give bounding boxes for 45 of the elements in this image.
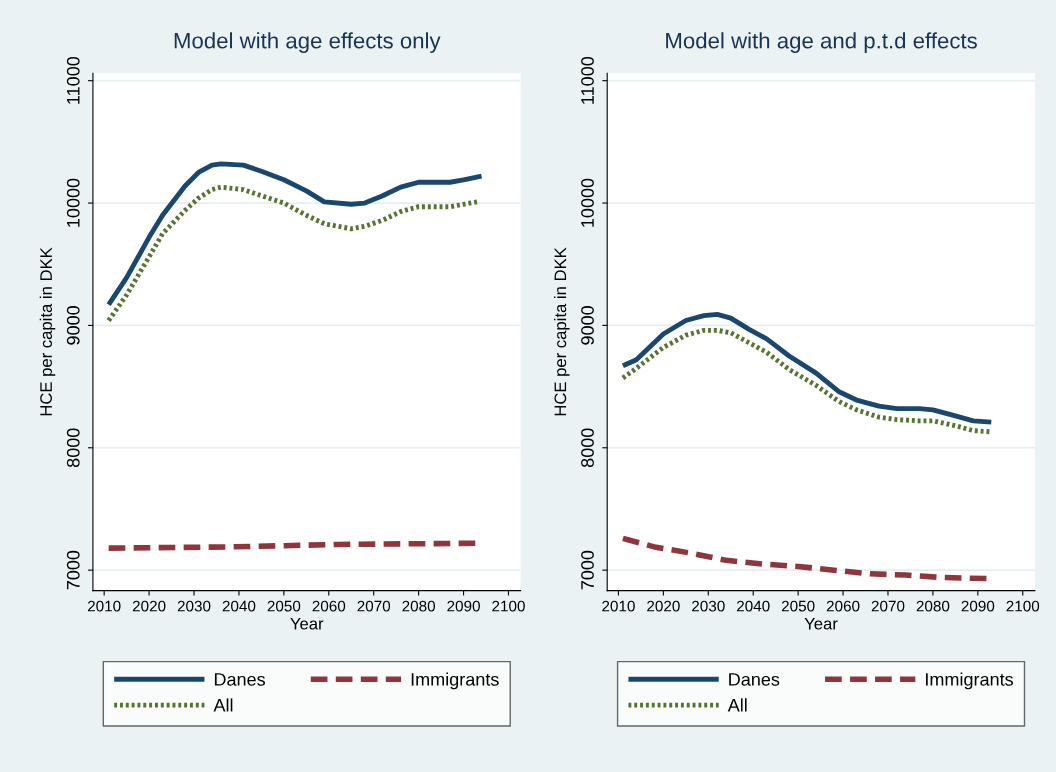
x-tick-label: 2030: [692, 600, 725, 612]
x-tick-label: 2050: [267, 600, 301, 612]
legend-label: All: [727, 698, 747, 712]
y-tick-label: 11000: [581, 56, 594, 104]
x-tick-label: 2050: [781, 600, 815, 612]
x-axis-title: Year: [290, 617, 324, 630]
y-tick-label: 8000: [66, 428, 80, 468]
x-tick-label: 2010: [602, 600, 635, 612]
x-tick-label: 2090: [447, 600, 480, 612]
x-tick-label: 2040: [222, 600, 256, 612]
x-tick-label: 2080: [402, 600, 436, 612]
line-series: [106, 161, 484, 308]
y-axis-title: HCE per capita in DKK: [39, 247, 56, 416]
legend-label: Danes: [214, 673, 265, 686]
y-tick-label: 9000: [581, 306, 594, 345]
line-series: [620, 311, 994, 425]
x-tick-label: 2090: [961, 600, 995, 612]
y-axis-title: HCE per capita in DKK: [554, 247, 570, 416]
x-tick-label: 2030: [177, 600, 211, 612]
chart-title: Model with age effects only: [174, 32, 441, 53]
y-tick-label: 7000: [581, 550, 594, 590]
y-tick-label: 10000: [581, 178, 594, 227]
x-tick-label: 2040: [736, 600, 770, 612]
x-axis-title: Year: [804, 617, 838, 630]
y-tick-label: 9000: [66, 306, 80, 345]
line-series: [106, 184, 480, 323]
y-tick-label: 7000: [66, 550, 80, 590]
x-tick-label: 2100: [1006, 600, 1040, 612]
x-tick-label: 2060: [312, 600, 346, 612]
x-tick-label: 2010: [87, 600, 121, 612]
legend-label: Immigrants: [926, 672, 1014, 690]
y-tick-label: 11000: [66, 56, 80, 104]
x-tick-label: 2070: [871, 600, 905, 612]
x-tick-label: 2020: [132, 600, 166, 612]
y-tick-label: 8000: [581, 428, 594, 468]
legend-label: Danes: [729, 673, 780, 686]
x-tick-label: 2100: [492, 600, 525, 612]
legend-label: Immigrants: [411, 672, 499, 690]
chart-title: Model with age and p.t.d effects: [666, 32, 977, 53]
legend-label: All: [213, 698, 233, 712]
x-tick-label: 2020: [647, 600, 680, 612]
x-tick-label: 2070: [357, 600, 391, 612]
y-tick-label: 10000: [66, 178, 80, 227]
x-tick-label: 2060: [826, 600, 860, 612]
x-tick-label: 2080: [916, 600, 950, 612]
